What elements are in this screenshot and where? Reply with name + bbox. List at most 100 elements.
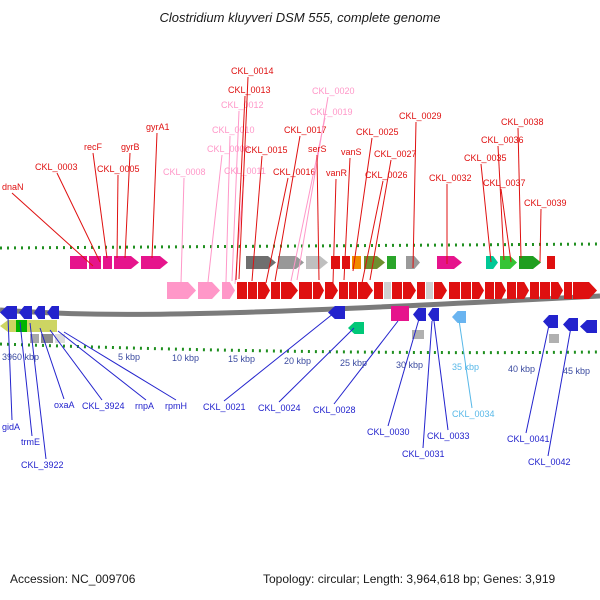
gene-arrow-reverse[interactable] — [348, 322, 364, 334]
gene-arrow-forward[interactable] — [517, 282, 529, 299]
gene-label[interactable]: CKL_3922 — [21, 460, 64, 470]
gene-arrow-forward[interactable] — [258, 282, 270, 299]
gene-label[interactable]: CKL_0005 — [97, 164, 140, 174]
gene-arrow-reverse[interactable] — [328, 306, 345, 319]
gene-arrow-forward[interactable] — [364, 256, 385, 269]
gene-arrow-reverse[interactable] — [412, 330, 424, 339]
gene-label[interactable]: CKL_0032 — [429, 173, 472, 183]
gene-label[interactable]: CKL_0015 — [245, 145, 288, 155]
gene-label[interactable]: CKL_0008 — [163, 167, 206, 177]
gene-arrow-forward[interactable] — [70, 256, 87, 269]
gene-arrow-reverse[interactable] — [452, 311, 466, 323]
gene-label[interactable]: CKL_0030 — [367, 427, 410, 437]
gene-arrow-forward[interactable] — [472, 282, 484, 299]
gene-label[interactable]: CKL_0041 — [507, 434, 550, 444]
gene-arrow-forward[interactable] — [222, 282, 235, 299]
gene-arrow-reverse[interactable] — [19, 306, 32, 319]
gene-label[interactable]: CKL_0031 — [402, 449, 445, 459]
gene-arrow-reverse[interactable] — [41, 334, 53, 343]
gene-arrow-reverse[interactable] — [16, 320, 27, 332]
gene-label[interactable]: gyrA1 — [146, 122, 170, 132]
gene-label[interactable]: CKL_0035 — [464, 153, 507, 163]
gene-arrow-forward[interactable] — [530, 282, 539, 299]
gene-arrow-forward[interactable] — [339, 282, 348, 299]
gene-label[interactable]: CKL_0042 — [528, 457, 571, 467]
gene-arrow-forward[interactable] — [374, 282, 383, 299]
gene-label[interactable]: CKL_0019 — [310, 107, 353, 117]
gene-label[interactable]: CKL_0012 — [221, 100, 264, 110]
gene-arrow-forward[interactable] — [237, 282, 247, 299]
gene-arrow-forward[interactable] — [486, 256, 498, 269]
gene-arrow-reverse[interactable] — [549, 334, 559, 343]
gene-arrow-forward[interactable] — [352, 256, 361, 269]
gene-arrow-reverse[interactable] — [580, 320, 597, 333]
gene-label[interactable]: oxaA — [54, 400, 75, 410]
gene-label[interactable]: CKL_0011 — [224, 166, 266, 176]
gene-arrow-forward[interactable] — [519, 256, 541, 269]
gene-arrow-forward[interactable] — [426, 282, 433, 299]
gene-arrow-forward[interactable] — [392, 282, 402, 299]
gene-arrow-reverse[interactable] — [563, 318, 578, 331]
gene-label[interactable]: serS — [308, 144, 327, 154]
gene-arrow-reverse[interactable] — [30, 334, 39, 343]
gene-arrow-forward[interactable] — [281, 282, 298, 299]
gene-label[interactable]: CKL_0009 — [207, 144, 250, 154]
gene-arrow-reverse[interactable] — [391, 306, 409, 321]
gene-label[interactable]: CKL_0013 — [228, 85, 271, 95]
gene-arrow-forward[interactable] — [313, 282, 324, 299]
gene-arrow-forward[interactable] — [331, 256, 340, 269]
gene-arrow-forward[interactable] — [306, 256, 328, 269]
gene-arrow-forward[interactable] — [551, 282, 563, 299]
gene-arrow-forward[interactable] — [417, 282, 425, 299]
gene-arrow-reverse[interactable] — [543, 315, 558, 328]
gene-arrow-forward[interactable] — [325, 282, 338, 299]
gene-arrow-forward[interactable] — [547, 256, 555, 269]
gene-label[interactable]: vanR — [326, 168, 348, 178]
gene-label[interactable]: rnpA — [135, 401, 154, 411]
gene-label[interactable]: trmE — [21, 437, 40, 447]
gene-label[interactable]: CKL_0033 — [427, 431, 470, 441]
gene-label[interactable]: CKL_0003 — [35, 162, 78, 172]
gene-label[interactable]: CKL_0024 — [258, 403, 301, 413]
gene-label[interactable]: rpmH — [165, 401, 187, 411]
gene-label[interactable]: CKL_0027 — [374, 149, 417, 159]
gene-arrow-reverse[interactable] — [0, 320, 57, 332]
gene-label[interactable]: dnaN — [2, 182, 24, 192]
gene-arrow-forward[interactable] — [248, 282, 257, 299]
gene-arrow-reverse[interactable] — [47, 306, 59, 319]
gene-arrow-forward[interactable] — [114, 256, 139, 269]
gene-arrow-forward[interactable] — [564, 282, 572, 299]
gene-label[interactable]: CKL_0021 — [203, 402, 246, 412]
gene-label[interactable]: CKL_0020 — [312, 86, 355, 96]
gene-label[interactable]: CKL_0010 — [212, 125, 255, 135]
gene-label[interactable]: CKL_0037 — [483, 178, 526, 188]
gene-label[interactable]: vanS — [341, 147, 362, 157]
gene-arrow-reverse[interactable] — [428, 308, 439, 321]
gene-label[interactable]: CKL_0014 — [231, 66, 274, 76]
gene-label[interactable]: CKL_3924 — [82, 401, 125, 411]
gene-label[interactable]: CKL_0039 — [524, 198, 567, 208]
gene-arrow-forward[interactable] — [342, 256, 350, 269]
gene-arrow-forward[interactable] — [495, 282, 506, 299]
gene-arrow-forward[interactable] — [540, 282, 550, 299]
gene-arrow-reverse[interactable] — [34, 306, 45, 319]
gene-label[interactable]: CKL_0017 — [284, 125, 327, 135]
gene-arrow-forward[interactable] — [384, 282, 391, 299]
gene-arrow-forward[interactable] — [271, 282, 280, 299]
gene-arrow-forward[interactable] — [485, 282, 494, 299]
gene-arrow-reverse[interactable] — [0, 306, 17, 319]
gene-label[interactable]: CKL_0034 — [452, 409, 495, 419]
gene-arrow-forward[interactable] — [461, 282, 471, 299]
gene-label[interactable]: CKL_0025 — [356, 127, 399, 137]
gene-label[interactable]: CKL_0036 — [481, 135, 524, 145]
gene-label[interactable]: CKL_0026 — [365, 170, 408, 180]
gene-label[interactable]: gidA — [2, 422, 20, 432]
gene-arrow-forward[interactable] — [358, 282, 373, 299]
gene-arrow-forward[interactable] — [167, 282, 196, 299]
gene-label[interactable]: gyrB — [121, 142, 140, 152]
gene-arrow-forward[interactable] — [299, 282, 312, 299]
gene-arrow-reverse[interactable] — [55, 334, 65, 343]
gene-arrow-forward[interactable] — [500, 256, 517, 269]
gene-label[interactable]: recF — [84, 142, 103, 152]
